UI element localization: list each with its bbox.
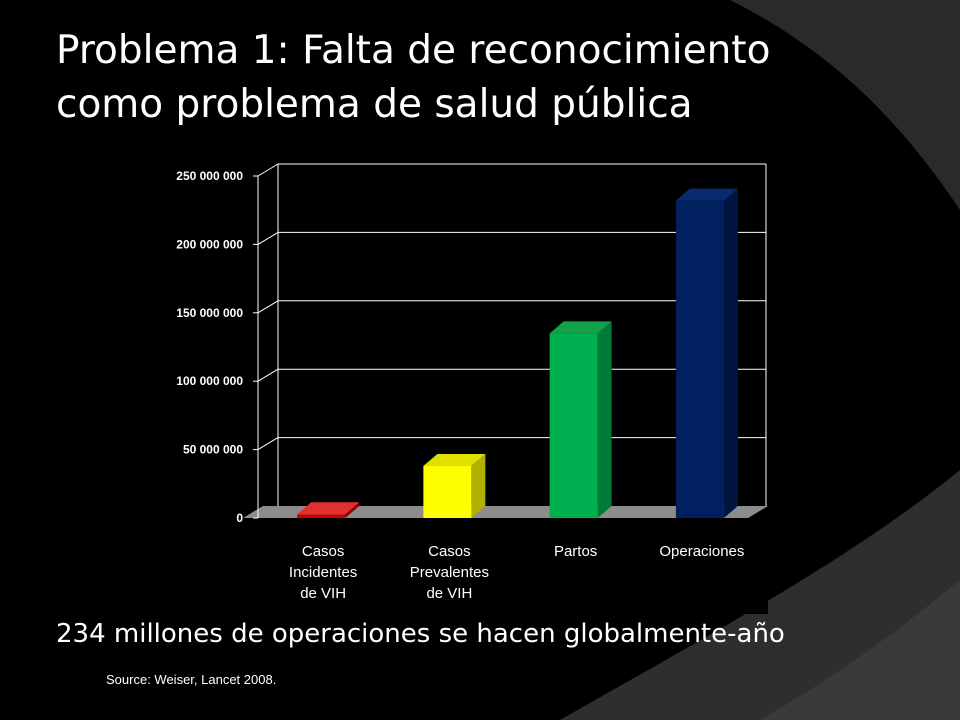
gridline-side	[257, 231, 279, 245]
bar-side	[345, 502, 360, 518]
decor-arc-top-right	[730, 0, 960, 210]
gridline-side	[257, 300, 279, 314]
chart-floor	[243, 506, 768, 518]
x-category-label: Casos	[428, 543, 471, 560]
bar	[549, 333, 598, 518]
bar-side	[471, 454, 486, 518]
y-tick-label: 200 000 000	[176, 237, 243, 251]
bar-top	[423, 454, 486, 467]
x-category-label: de VIH	[300, 585, 346, 602]
slide-title-line-1: Problema 1: Falta de reconocimiento	[56, 28, 771, 73]
bar-top	[675, 188, 738, 201]
bar-top	[297, 502, 360, 515]
bar	[423, 466, 472, 518]
bar	[297, 514, 346, 518]
y-tick-label: 250 000 000	[176, 169, 243, 183]
bar-top	[549, 321, 612, 334]
y-tick-label: 0	[236, 511, 243, 525]
decor-arc-bottom-right-inner	[760, 580, 960, 720]
y-tick-label: 50 000 000	[183, 443, 243, 457]
x-category-label: Casos	[302, 543, 345, 560]
gridline-side	[257, 437, 279, 451]
bar-side	[723, 188, 738, 518]
bar	[675, 200, 724, 518]
gridline-side	[257, 163, 279, 177]
x-category-label: de VIH	[426, 585, 472, 602]
chart-panel: 250 000 000 200 000 000 150 000 000 100 000…	[128, 152, 768, 614]
slide-title-line-2: como problema de salud pública	[56, 82, 693, 127]
bar-chart: 250 000 000 200 000 000 150 000 000 100 000…	[176, 163, 768, 602]
x-category-label: Incidentes	[289, 564, 357, 581]
y-tick-label: 100 000 000	[176, 374, 243, 388]
x-category-label: Prevalentes	[410, 564, 489, 581]
y-tick-label: 150 000 000	[176, 306, 243, 320]
source-citation: Source: Weiser, Lancet 2008.	[106, 672, 277, 687]
gridline-side	[257, 368, 279, 382]
x-category-label: Operaciones	[659, 543, 744, 560]
slide-title: Problema 1: Falta de reconocimiento como…	[56, 24, 936, 132]
x-category-label: Partos	[554, 543, 597, 560]
bar-side	[597, 321, 612, 518]
slide-statement: 234 millones de operaciones se hacen glo…	[56, 619, 785, 649]
